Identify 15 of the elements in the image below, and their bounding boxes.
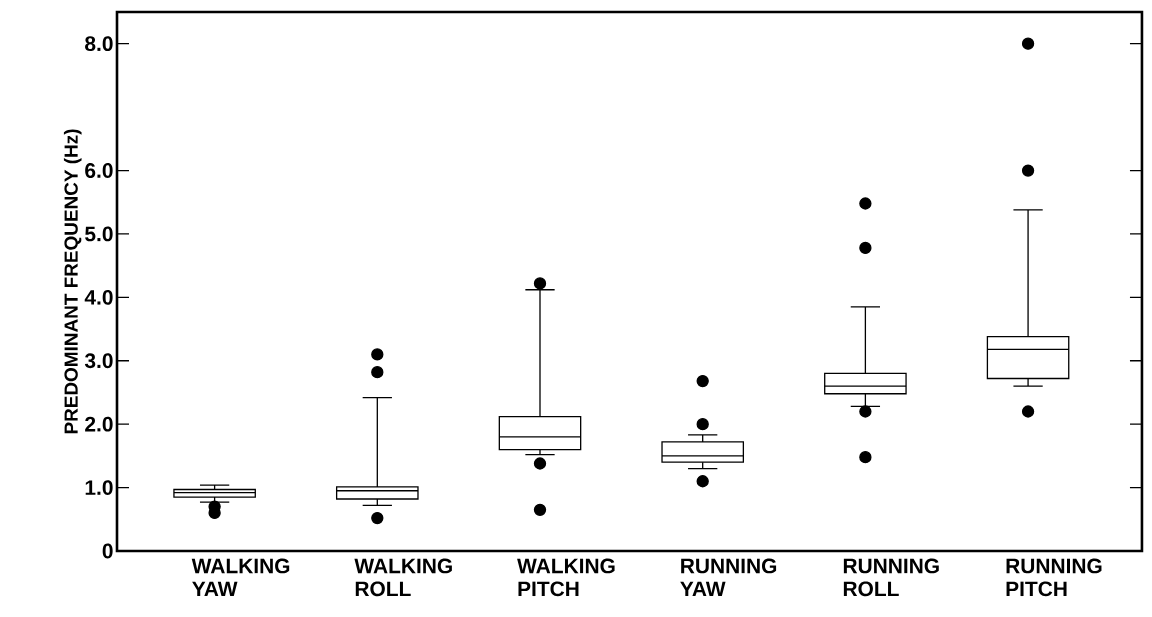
x-tick-label: RUNNING ROLL xyxy=(843,558,939,597)
x-tick-label: RUNNING YAW xyxy=(680,558,777,597)
y-tick-label: 1.0 xyxy=(85,480,113,495)
y-tick-label: 0 xyxy=(102,543,113,559)
y-tick-label: 4.0 xyxy=(84,289,113,305)
y-tick-label: 5.0 xyxy=(85,226,113,242)
y-tick-label: 2.0 xyxy=(85,416,113,432)
x-tick-label: WALKING YAW xyxy=(191,558,290,597)
y-tick-label: 6.0 xyxy=(85,163,113,178)
x-tick-label: RUNNING PITCH xyxy=(1006,558,1102,597)
y-tick-label: 3.0 xyxy=(84,353,113,369)
x-tick-label: WALKING PITCH xyxy=(517,558,615,597)
x-tick-label: WALKING ROLL xyxy=(354,558,452,597)
y-axis-title: PREDOMINANT FREQUENCY (Hz) xyxy=(63,129,82,434)
y-tick-label: 8.0 xyxy=(85,36,113,52)
